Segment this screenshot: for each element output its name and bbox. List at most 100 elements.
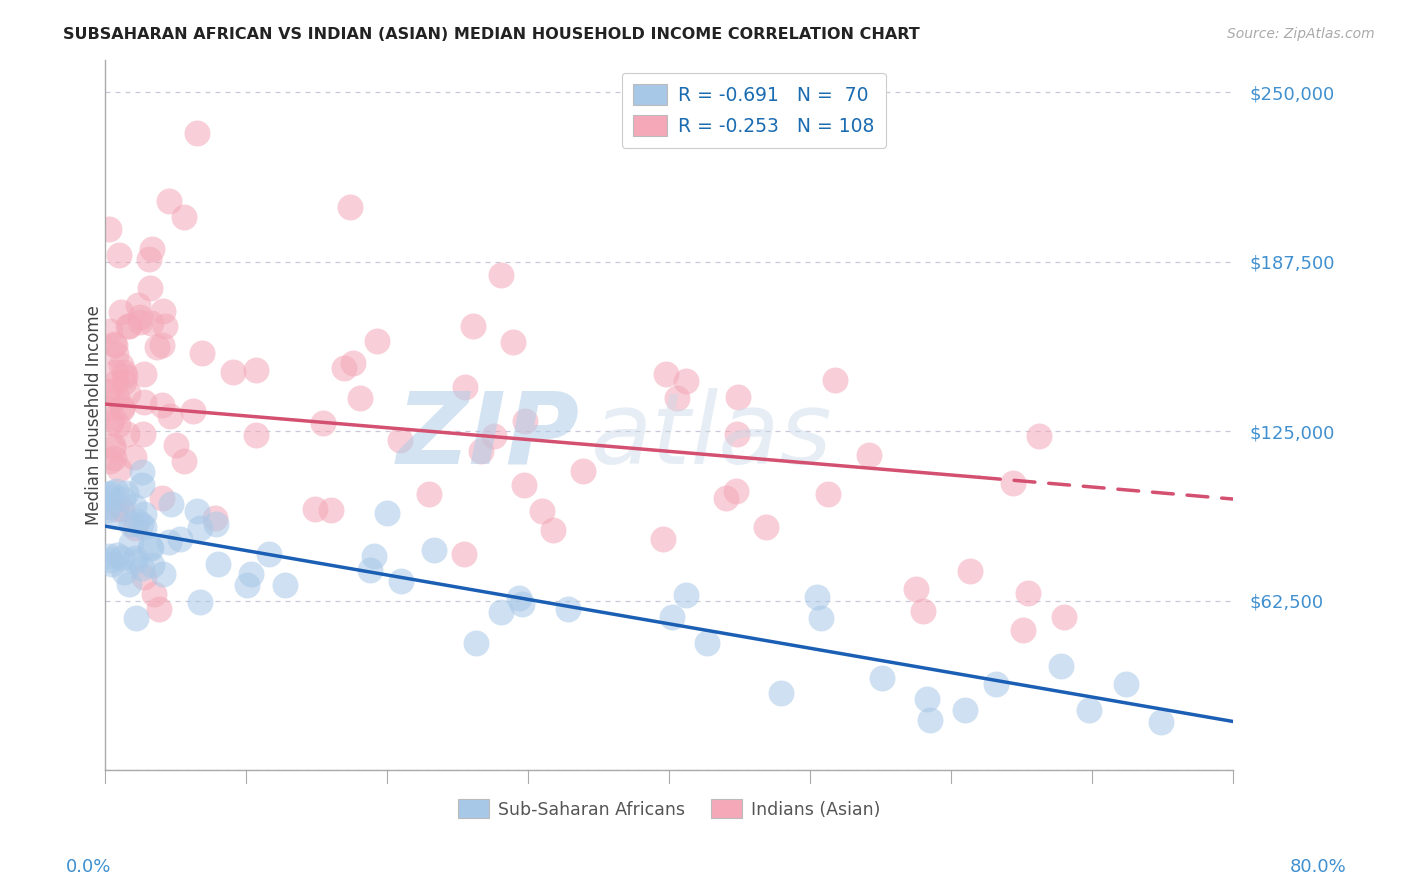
- Point: [157, 194, 180, 208]
- Point: [186, 504, 208, 518]
- Point: [363, 549, 385, 564]
- Point: [817, 487, 839, 501]
- Point: [112, 492, 135, 507]
- Point: [257, 548, 280, 562]
- Point: [124, 551, 146, 566]
- Point: [824, 373, 846, 387]
- Point: [114, 565, 136, 579]
- Point: [111, 401, 134, 416]
- Point: [155, 319, 177, 334]
- Point: [418, 487, 440, 501]
- Point: [129, 516, 152, 531]
- Y-axis label: Median Household Income: Median Household Income: [86, 305, 103, 524]
- Point: [112, 376, 135, 390]
- Point: [138, 252, 160, 267]
- Point: [98, 222, 121, 236]
- Point: [304, 502, 326, 516]
- Point: [152, 304, 174, 318]
- Point: [572, 464, 595, 478]
- Point: [1012, 624, 1035, 638]
- Point: [131, 477, 153, 491]
- Point: [183, 404, 205, 418]
- Point: [105, 390, 128, 404]
- Point: [1017, 586, 1039, 600]
- Point: [97, 487, 120, 501]
- Point: [120, 516, 142, 531]
- Point: [191, 346, 214, 360]
- Point: [917, 692, 939, 706]
- Point: [725, 427, 748, 442]
- Point: [489, 605, 512, 619]
- Point: [111, 400, 134, 414]
- Point: [342, 356, 364, 370]
- Point: [531, 504, 554, 518]
- Point: [104, 509, 127, 524]
- Point: [489, 268, 512, 282]
- Point: [366, 334, 388, 348]
- Point: [128, 315, 150, 329]
- Point: [146, 339, 169, 353]
- Point: [359, 563, 381, 577]
- Point: [134, 395, 156, 409]
- Point: [205, 516, 228, 531]
- Point: [377, 506, 399, 520]
- Point: [543, 524, 565, 538]
- Point: [103, 450, 125, 465]
- Point: [132, 427, 155, 442]
- Point: [134, 519, 156, 533]
- Point: [97, 385, 120, 400]
- Point: [1053, 610, 1076, 624]
- Point: [349, 391, 371, 405]
- Point: [661, 610, 683, 624]
- Point: [169, 533, 191, 547]
- Point: [920, 713, 942, 727]
- Text: Source: ZipAtlas.com: Source: ZipAtlas.com: [1227, 27, 1375, 41]
- Point: [103, 442, 125, 456]
- Point: [107, 462, 129, 476]
- Point: [188, 594, 211, 608]
- Point: [124, 610, 146, 624]
- Point: [110, 305, 132, 319]
- Point: [696, 636, 718, 650]
- Point: [142, 587, 165, 601]
- Point: [959, 564, 981, 578]
- Point: [118, 318, 141, 333]
- Point: [100, 486, 122, 500]
- Point: [319, 503, 342, 517]
- Point: [810, 611, 832, 625]
- Point: [274, 578, 297, 592]
- Point: [124, 499, 146, 513]
- Point: [245, 427, 267, 442]
- Point: [675, 374, 697, 388]
- Point: [160, 497, 183, 511]
- Point: [104, 347, 127, 361]
- Point: [97, 384, 120, 398]
- Point: [97, 491, 120, 505]
- Point: [502, 334, 524, 349]
- Point: [1150, 714, 1173, 729]
- Point: [463, 318, 485, 333]
- Point: [141, 558, 163, 572]
- Point: [124, 554, 146, 568]
- Point: [139, 316, 162, 330]
- Point: [245, 363, 267, 377]
- Point: [955, 703, 977, 717]
- Point: [188, 521, 211, 535]
- Point: [186, 126, 208, 140]
- Point: [159, 409, 181, 424]
- Point: [422, 542, 444, 557]
- Point: [117, 385, 139, 400]
- Point: [132, 367, 155, 381]
- Point: [1050, 659, 1073, 673]
- Point: [124, 521, 146, 535]
- Point: [870, 671, 893, 685]
- Legend: Sub-Saharan Africans, Indians (Asian): Sub-Saharan Africans, Indians (Asian): [451, 792, 887, 826]
- Point: [557, 601, 579, 615]
- Point: [858, 448, 880, 462]
- Point: [453, 380, 475, 394]
- Point: [105, 548, 128, 562]
- Point: [118, 577, 141, 591]
- Point: [138, 541, 160, 555]
- Point: [127, 298, 149, 312]
- Point: [770, 686, 793, 700]
